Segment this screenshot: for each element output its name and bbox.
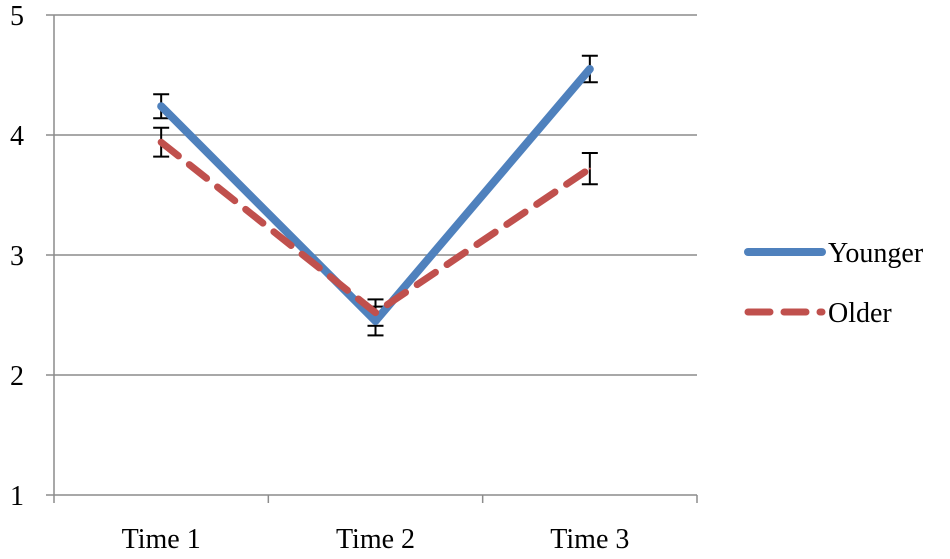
legend: Younger Older [744, 238, 924, 329]
data-point-older [374, 311, 377, 314]
y-tick-label: 1 [10, 481, 24, 512]
y-tick-labels: 1 2 3 4 5 [10, 1, 24, 512]
x-tick-labels: Time 1 Time 2 Time 3 [122, 524, 630, 555]
legend-label: Younger [828, 238, 924, 269]
y-tick-label: 5 [10, 1, 24, 32]
error-bars [153, 54, 598, 337]
legend-item-younger: Younger [744, 238, 924, 269]
series-lines [157, 65, 594, 325]
y-tick-label: 3 [10, 241, 24, 272]
legend-label: Older [828, 298, 892, 329]
x-tick-label: Time 3 [550, 524, 629, 555]
axes [46, 14, 698, 503]
data-point-older [160, 141, 163, 144]
x-tick-label: Time 1 [122, 524, 201, 555]
data-point-younger [588, 68, 591, 70]
data-point-younger [374, 320, 377, 322]
y-tick-label: 2 [10, 361, 24, 392]
y-tick-label: 4 [10, 121, 24, 152]
x-tick-label: Time 2 [336, 524, 415, 555]
data-point-older [588, 167, 591, 170]
data-point-younger [160, 105, 163, 108]
legend-item-older: Older [744, 298, 892, 329]
